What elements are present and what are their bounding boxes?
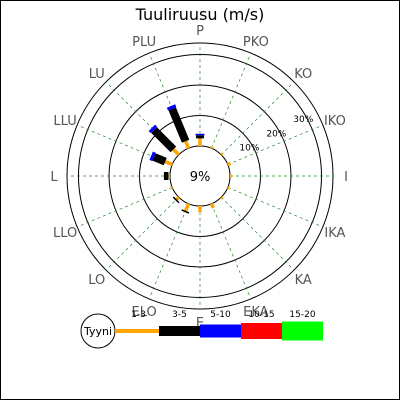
direction-label-P: P [196,24,204,39]
spoke-PLU [148,52,189,149]
bar-ELO-1-3 [183,203,191,212]
direction-label-I: I [344,170,348,185]
bar-ELO-3-5 [181,209,190,214]
calm-label: Tyyni [83,325,112,338]
bar-EKA-1-3 [209,203,215,209]
direction-label-L: L [50,170,58,185]
bar-KO-1-3 [219,152,224,157]
legend-label-5-10: 5-10 [210,310,231,320]
direction-label-KO: KO [294,67,312,82]
direction-labels: P PKO KO IKO I IKA KA EKA E ELO LO LLO L LLU LU PLU [50,24,348,331]
legend-label-1-3: 1-3 [131,310,146,320]
wind-bars [148,104,232,214]
bar-PLU-5-10 [166,104,177,111]
bar-LU-5-10 [148,124,158,134]
direction-label-IKA: IKA [324,226,345,241]
bar-PKO-1-3 [209,146,214,149]
bar-PLU-3-5 [168,107,190,143]
legend: Tyyni 1-3 3-5 5-10 10-15 15-20 [80,310,323,349]
chart-title: Tuuliruusu (m/s) [135,5,265,24]
spoke-LLU [76,124,173,165]
bar-LLU-3-5 [152,153,167,166]
legend-label-10-15: 10-15 [248,310,274,320]
direction-label-EKA: EKA [243,305,269,320]
spoke-KO [220,81,295,156]
bar-IKO-1-3 [227,161,232,167]
spoke-EKA [211,203,252,300]
direction-label-LU: LU [89,67,105,82]
spoke-IKA [227,187,324,228]
ring-label-3: 30% [293,115,313,125]
direction-label-E: E [196,316,204,331]
spoke-LO [105,196,180,271]
direction-label-ELO: ELO [132,305,157,320]
bar-PLU-1-3 [183,140,191,149]
legend-swatch-3-5 [159,326,200,336]
direction-label-LO: LO [88,273,105,288]
legend-swatch-1-3 [115,329,159,333]
calm-percent-label: 9% [190,170,211,185]
spoke-LLO [76,187,173,228]
ring-label-2: 20% [266,129,286,139]
bar-KA-1-3 [219,195,224,200]
direction-label-LLO: LLO [53,226,77,241]
direction-label-PLU: PLU [132,35,156,50]
spoke-IKO [227,124,324,165]
bar-LLU-1-3 [164,159,173,167]
spoke-PKO [211,52,252,149]
spoke-ELO [148,203,189,300]
legend-label-3-5: 3-5 [172,310,187,320]
bar-LU-1-3 [172,148,181,157]
bar-LO-3-5 [172,196,180,204]
bar-LU-3-5 [151,127,177,153]
bar-IKA-1-3 [227,185,230,190]
spoke-KA [220,196,295,271]
direction-label-KA: KA [295,273,312,288]
ring-labels: 10% 20% 30% [239,115,313,154]
direction-label-PKO: PKO [243,35,269,50]
direction-label-LLU: LLU [53,114,76,129]
legend-swatch-15-20 [282,321,323,341]
bar-LLO-1-3 [170,185,173,190]
legend-items: 1-3 3-5 5-10 10-15 15-20 [115,310,323,341]
legend-label-15-20: 15-20 [289,310,315,320]
spoke-LU [105,81,180,156]
legend-swatch-5-10 [200,324,241,338]
direction-label-IKO: IKO [324,114,346,129]
bar-LO-1-3 [175,195,181,201]
bar-LLU-5-10 [149,151,156,162]
ring-label-1: 10% [239,144,259,154]
legend-swatch-10-15 [241,323,282,339]
